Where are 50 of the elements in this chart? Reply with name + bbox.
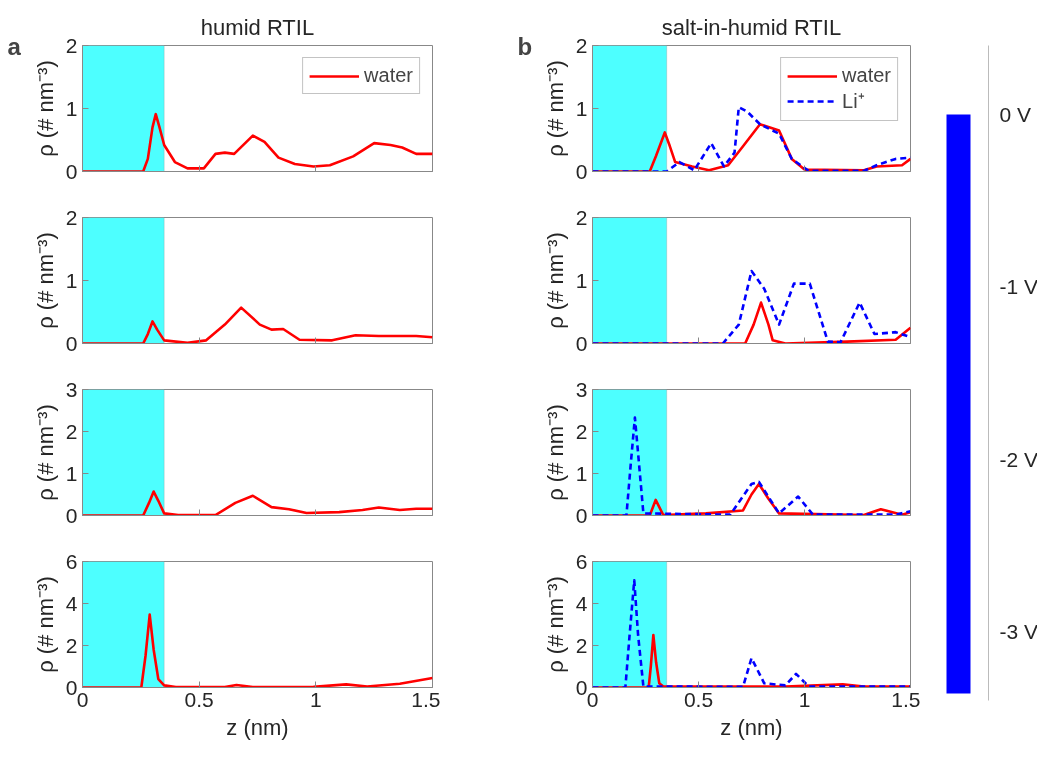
legend-label: water <box>842 64 891 87</box>
y-tick-label: 0 <box>575 331 588 355</box>
x-tick-label: 1.5 <box>891 687 921 711</box>
y-tick-label: 2 <box>65 633 78 657</box>
y-tick-label: 2 <box>575 205 588 229</box>
y-tick-label: 2 <box>575 633 588 657</box>
y-tick-label: 3 <box>575 377 588 401</box>
y-tick-label: 2 <box>65 419 78 443</box>
y-tick-label: 0 <box>65 159 78 183</box>
chart-title: salt-in-humid RTIL <box>661 14 842 40</box>
y-tick-label: 2 <box>575 419 588 443</box>
y-tick-label: 2 <box>65 205 78 229</box>
text: b <box>517 32 533 60</box>
y-tick-label: 0 <box>65 503 78 527</box>
y-tick-label: 6 <box>65 549 78 573</box>
y-tick-label: 0 <box>575 503 588 527</box>
text: a <box>7 32 22 60</box>
y-axis-title: ρ (# nm⁻³) <box>542 404 568 501</box>
y-tick-label: 4 <box>575 591 588 615</box>
y-tick-label: 1 <box>575 96 588 120</box>
y-axis-title: ρ (# nm⁻³) <box>32 232 58 329</box>
y-tick-label: 6 <box>575 549 588 573</box>
y-axis-title: ρ (# nm⁻³) <box>32 576 58 673</box>
x-tick-label: 1 <box>309 687 322 711</box>
x-tick-label: 1 <box>798 687 811 711</box>
y-tick-label: 1 <box>575 268 588 292</box>
x-axis-title: z (nm) <box>720 714 783 740</box>
y-tick-label: 1 <box>65 461 78 485</box>
y-tick-label: 2 <box>65 33 78 57</box>
x-axis-title: z (nm) <box>226 714 289 740</box>
x-tick-label: 0.5 <box>184 687 214 711</box>
y-tick-label: 0 <box>65 331 78 355</box>
y-tick-label: 0 V <box>999 102 1032 126</box>
y-tick-label: 4 <box>65 591 78 615</box>
y-axis-title: ρ (# nm⁻³) <box>542 576 568 673</box>
y-axis-title: ρ (# nm⁻³) <box>32 404 58 501</box>
legend-label: Li⁺ <box>842 89 865 114</box>
y-tick-label: 1 <box>65 96 78 120</box>
x-tick-label: 1.5 <box>411 687 441 711</box>
y-tick-label: 0 <box>575 159 588 183</box>
y-axis-title: ρ (# nm⁻³) <box>542 60 568 157</box>
y-tick-label: 2 <box>575 33 588 57</box>
chart-title: humid RTIL <box>200 14 315 40</box>
y-tick-label: 1 <box>65 268 78 292</box>
y-tick-label: 3 <box>65 377 78 401</box>
legend-label: water <box>364 64 413 87</box>
x-tick-label: 0.5 <box>683 687 714 711</box>
y-axis-title: ρ (# nm⁻³) <box>542 232 568 329</box>
y-axis-title: ρ (# nm⁻³) <box>32 60 58 157</box>
y-tick-label: 1 <box>575 461 588 485</box>
